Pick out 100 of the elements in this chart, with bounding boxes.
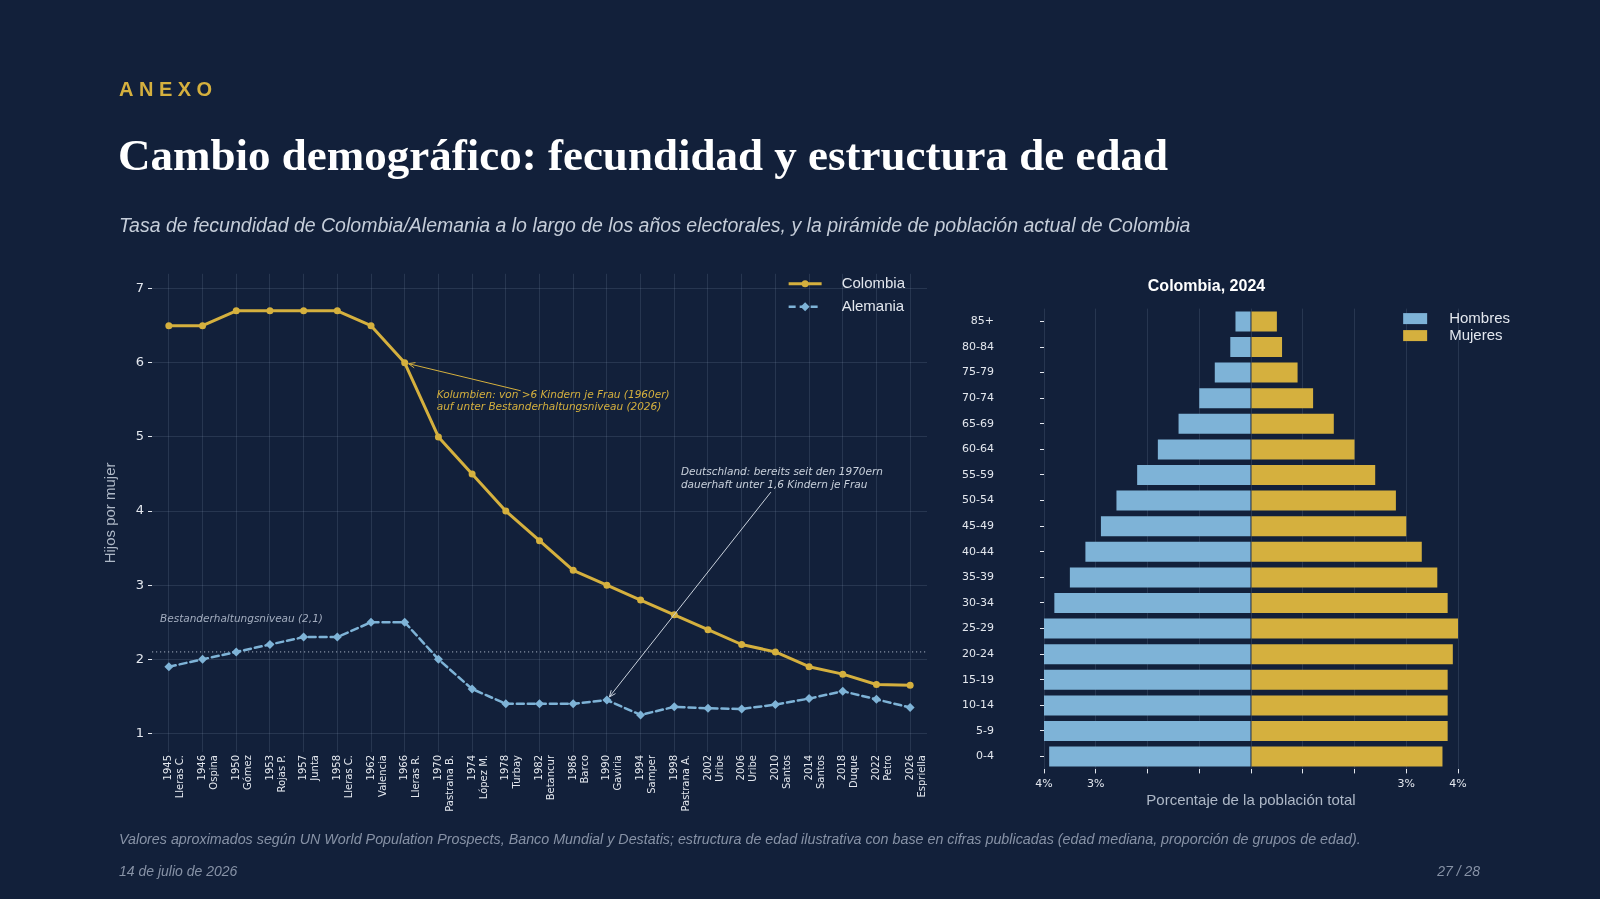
bar [1251, 413, 1334, 434]
chart-title: Cambio demográfico: fecundidad y estructura de edad [118, 129, 1168, 181]
annotation: Kolumbien: von >6 Kindern je Frau (1960er) auf unter Bestanderhaltungsniveau (2026) [436, 387, 670, 413]
y-axis-title: Hijos por mujer [101, 462, 119, 564]
y-tick-label: 5 [135, 428, 144, 444]
x-tick-label: 3% [1397, 776, 1415, 790]
bar [1235, 311, 1251, 332]
point [299, 632, 309, 642]
x-tick-label: 1962 Valencia [364, 755, 388, 797]
bar [1251, 311, 1277, 332]
point [602, 695, 612, 705]
y-tick-label: 7 [135, 280, 144, 295]
x-tick-label: 3% [1087, 776, 1105, 790]
y-tick-label: 45-49 [962, 519, 994, 533]
point [737, 704, 747, 714]
x-axis-title: Porcentaje de la población total [1146, 790, 1356, 808]
bar [1251, 337, 1283, 357]
point [434, 433, 442, 441]
legend-label: Alemania [841, 296, 905, 314]
legend-label: Mujeres [1449, 325, 1503, 343]
bar [1137, 465, 1251, 485]
y-tick-label: 50-54 [962, 493, 994, 507]
x-tick-label: 2018 Duque [836, 755, 860, 788]
bar [1178, 413, 1251, 434]
x-tick-label: 2026 Espriella [903, 755, 927, 798]
bar [1044, 644, 1251, 665]
x-tick-label: 1957 Junta [297, 755, 321, 782]
ref-line-label: Bestanderhaltungsniveau (2,1) [160, 611, 323, 624]
text: 14 de julio de 2026 [119, 863, 238, 879]
legend-label: Hombres [1449, 308, 1511, 326]
point [906, 681, 914, 689]
x-tick-label: 2014 Santos [802, 755, 826, 790]
point [771, 648, 779, 656]
point [704, 626, 712, 634]
point [568, 699, 578, 709]
x-tick-label: 1978 Turbay [499, 754, 523, 790]
point [703, 703, 713, 713]
point [433, 654, 443, 664]
point [838, 686, 848, 696]
bar [1251, 618, 1458, 639]
bar [1251, 516, 1407, 537]
point [367, 322, 375, 330]
y-tick-label: 30-34 [962, 595, 994, 609]
point [468, 470, 476, 478]
x-tick-label: 1953 Rojas P. [263, 755, 287, 793]
y-tick-label: 75-79 [962, 365, 994, 379]
x-tick-label: 1990 Gaviria [600, 755, 624, 791]
x-tick-label: 2002 Uribe [701, 755, 725, 782]
point [770, 700, 780, 710]
bar [1069, 567, 1251, 588]
legend-label: Colombia [841, 273, 906, 291]
y-tick-label: 5-9 [976, 723, 994, 737]
bar [1157, 439, 1251, 460]
y-tick-label: 10-14 [962, 698, 994, 712]
point [231, 647, 241, 657]
point [265, 640, 275, 649]
bar [1251, 644, 1453, 665]
point [872, 681, 880, 689]
bar [1044, 669, 1251, 690]
bar [1054, 593, 1251, 613]
point [401, 359, 409, 367]
x-tick-label: 1974 López M. [465, 755, 489, 800]
point [738, 641, 746, 648]
bar [1251, 721, 1448, 741]
point [839, 670, 847, 678]
point [266, 307, 274, 315]
bar [1251, 669, 1448, 690]
bar [1044, 695, 1251, 716]
x-tick-label: 4% [1449, 776, 1467, 790]
y-tick-label: 3 [135, 576, 144, 592]
bar [1251, 695, 1448, 716]
point [637, 596, 645, 604]
bar [1085, 541, 1251, 562]
y-tick-label: 80-84 [962, 339, 994, 353]
y-tick-label: 4 [135, 502, 144, 518]
point [905, 703, 915, 713]
x-tick-label: 1950 Gómez [229, 755, 253, 791]
point [400, 617, 410, 627]
x-tick-label: 1994 Samper [634, 754, 658, 794]
y-tick-label: 20-24 [962, 647, 994, 661]
bar [1044, 721, 1251, 741]
point [164, 662, 174, 672]
bar [1251, 388, 1314, 409]
point [871, 694, 881, 704]
bar [1100, 516, 1251, 537]
bar [1251, 362, 1298, 383]
bar [1251, 567, 1438, 588]
point [467, 684, 477, 694]
annotation: Deutschland: bereits seit den 1970ern dauerhaft unter 1,6 Kindern je Frau [680, 465, 883, 490]
point [804, 694, 814, 704]
x-tick-label: 1986 Barco [566, 755, 590, 784]
text: 27 / 28 [1437, 863, 1480, 879]
y-tick-label: 35-39 [962, 570, 994, 584]
x-tick-label: 2010 Santos [768, 755, 792, 790]
point [536, 537, 543, 545]
bar [1251, 746, 1443, 767]
bar [1199, 388, 1251, 409]
y-tick-label: 25-29 [962, 621, 994, 635]
point [366, 617, 376, 627]
y-tick-label: 0-4 [976, 749, 994, 763]
